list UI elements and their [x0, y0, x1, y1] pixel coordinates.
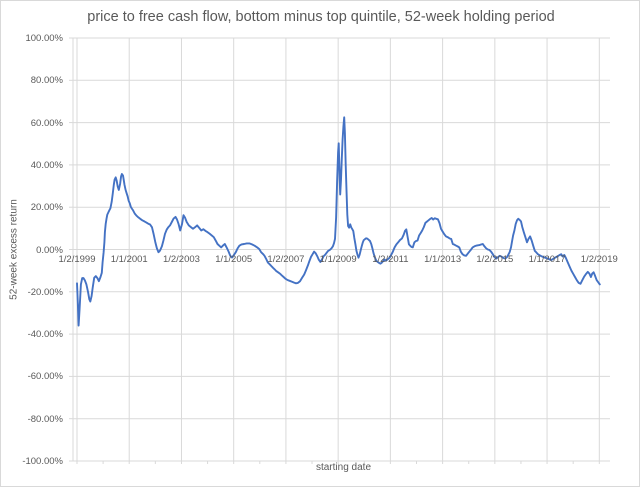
y-tick-label: -100.00% — [22, 456, 63, 467]
y-tick-label: 0.00% — [36, 244, 63, 256]
y-tick-label: 100.00% — [25, 33, 63, 44]
y-tick-label: -20.00% — [27, 286, 63, 298]
x-tick-label: 1/2/2019 — [580, 253, 618, 265]
y-tick-label: 40.00% — [30, 159, 63, 171]
x-tick-label: 1/2/2015 — [476, 253, 514, 265]
x-tick-label: 1/2/2003 — [162, 253, 200, 265]
x-tick-label: 1/1/2005 — [215, 253, 253, 265]
x-tick-label: 1/2/1999 — [58, 253, 96, 265]
series-line — [76, 116, 601, 327]
y-tick-label: 60.00% — [30, 117, 63, 129]
x-tick-label: 1/2/2011 — [372, 253, 409, 265]
x-tick-label: 1/1/2001 — [110, 253, 148, 265]
y-tick-label: -60.00% — [27, 371, 63, 383]
x-axis-title: starting date — [315, 462, 372, 473]
y-tick-label: -40.00% — [27, 329, 63, 341]
x-tick-label: 1/1/2017 — [528, 253, 566, 265]
x-tick-label: 1/1/2009 — [319, 253, 357, 265]
y-tick-label: 20.00% — [30, 202, 63, 214]
y-tick-label: 80.00% — [30, 75, 63, 87]
y-tick-label: -80.00% — [27, 413, 63, 425]
x-tick-label: 1/2/2007 — [267, 253, 305, 265]
x-tick-label: 1/1/2013 — [424, 253, 462, 265]
chart-title: price to free cash flow, bottom minus to… — [87, 9, 555, 25]
